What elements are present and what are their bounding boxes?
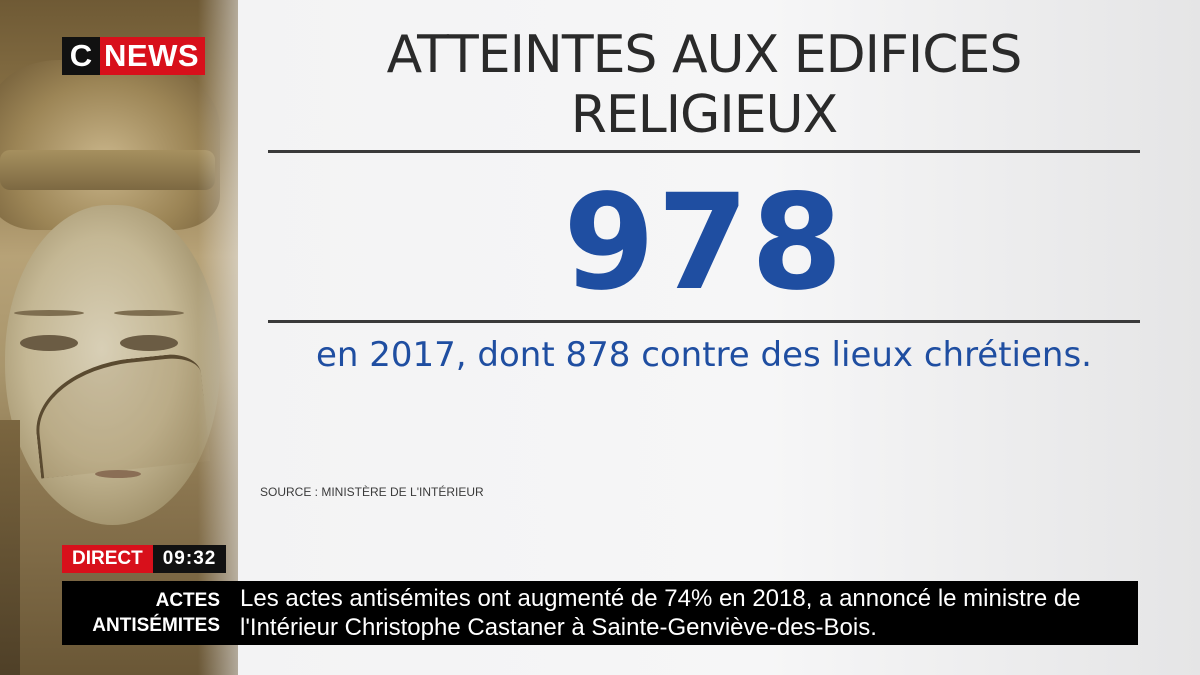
- statue-brow-left: [14, 310, 84, 316]
- statue-crown: [0, 60, 220, 230]
- source-credit: SOURCE : MINISTÈRE DE L'INTÉRIEUR: [260, 485, 484, 499]
- live-clock: 09:32: [152, 545, 227, 573]
- ticker-text: Les actes antisémites ont augmenté de 74…: [232, 584, 1138, 642]
- statue-brow-right: [114, 310, 184, 316]
- graphic-title-line-2: RELIGIEUX: [570, 85, 838, 145]
- ticker-text-line-2: l'Intérieur Christophe Castaner à Sainte…: [240, 614, 877, 641]
- ticker-text-line-1: Les actes antisémites ont augmenté de 74…: [240, 585, 1081, 612]
- statue-mouth: [95, 470, 141, 478]
- statue-eye-left: [20, 335, 78, 351]
- statue-veil: [0, 420, 20, 675]
- graphic-background: [238, 0, 1200, 675]
- channel-logo: C NEWS: [62, 37, 205, 75]
- graphic-title-line-1: ATTEINTES AUX EDIFICES: [386, 25, 1023, 85]
- ticker-label: ACTES ANTISÉMITES: [62, 588, 232, 638]
- live-tag: DIRECT: [62, 545, 153, 573]
- ticker-label-line-1: ACTES: [155, 590, 220, 611]
- logo-news: NEWS: [100, 37, 205, 75]
- key-figure: 978: [563, 166, 845, 320]
- divider-bottom: [268, 320, 1140, 323]
- statue-eye-right: [120, 335, 178, 351]
- figure-caption: en 2017, dont 878 contre des lieux chrét…: [316, 335, 1092, 375]
- divider-top: [268, 150, 1140, 153]
- live-bug: DIRECT 09:32: [62, 545, 227, 573]
- statue-crown-band: [0, 150, 215, 190]
- statue-photo: [0, 0, 238, 675]
- photo-fade: [198, 0, 238, 675]
- logo-c: C: [62, 37, 100, 75]
- graphic-title: ATTEINTES AUX EDIFICES RELIGIEUX: [268, 25, 1140, 145]
- ticker-label-line-2: ANTISÉMITES: [92, 615, 220, 636]
- news-ticker: ACTES ANTISÉMITES Les actes antisémites …: [62, 581, 1138, 645]
